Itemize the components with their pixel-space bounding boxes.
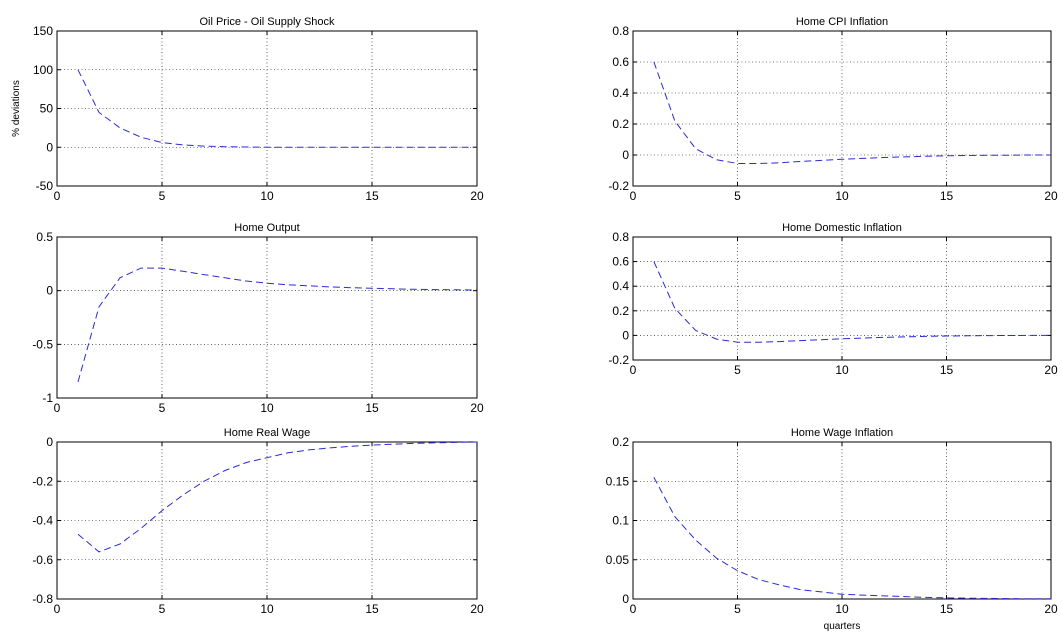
series-line: [653, 61, 1051, 164]
subplot-5: 0 5 10 15 20 -0.8 -0.6 -0.4 -0.2 0 Home Real Wage: [32, 427, 484, 616]
grid: [633, 237, 1051, 360]
x-tick-label: 15: [940, 363, 954, 377]
x-tick-label: 15: [365, 602, 379, 616]
y-tick-label: 0.1: [612, 514, 629, 528]
y-tick-label: -0.2: [608, 179, 629, 193]
x-tick-label: 15: [365, 401, 379, 415]
grid: [57, 442, 477, 599]
y-tick-label: -0.2: [32, 474, 53, 488]
x-tick-label: 20: [470, 602, 484, 616]
chart-title: Home Domestic Inflation: [782, 222, 902, 234]
y-tick-label: -0.5: [32, 337, 53, 351]
grid: [57, 237, 477, 398]
x-tick-label: 10: [260, 189, 274, 203]
y-tick-label: 0: [622, 148, 629, 162]
x-tick-label: 20: [470, 189, 484, 203]
x-tick-label: 10: [835, 363, 849, 377]
series-line: [653, 477, 1051, 600]
x-tick-label: 0: [630, 189, 637, 203]
x-tick-label: 0: [54, 602, 61, 616]
plot-area: [633, 442, 1051, 599]
y-tick-label: 0.05: [606, 553, 630, 567]
x-tick-label: 20: [1044, 363, 1058, 377]
chart-title: Home Real Wage: [224, 427, 310, 439]
y-tick-label: 0: [46, 435, 53, 449]
x-tick-label: 15: [365, 189, 379, 203]
x-tick-label: 15: [940, 189, 954, 203]
chart-title: Home Output: [234, 222, 299, 234]
x-axis-label: quarters: [824, 621, 861, 632]
x-tick-label: 0: [54, 401, 61, 415]
y-tick-label: 0: [622, 592, 629, 606]
series-line: [77, 267, 478, 383]
y-tick-label: 100: [33, 63, 53, 77]
x-tick-label: 5: [159, 189, 166, 203]
x-tick-label: 10: [835, 602, 849, 616]
chart-title: Home Wage Inflation: [791, 427, 893, 439]
x-tick-label: 5: [159, 602, 166, 616]
chart-title: Oil Price - Oil Supply Shock: [199, 16, 335, 28]
x-tick-label: 20: [1044, 189, 1058, 203]
x-tick-label: 5: [734, 363, 741, 377]
y-tick-label: -0.6: [32, 553, 53, 567]
x-tick-label: 5: [734, 189, 741, 203]
y-tick-label: -0.8: [32, 592, 53, 606]
subplot-3: 0 5 10 15 20 -1 -0.5 0 0.5 Home Output: [32, 222, 484, 415]
x-tick-label: 20: [1044, 602, 1058, 616]
x-tick-label: 20: [470, 401, 484, 415]
y-tick-label: -0.4: [32, 514, 53, 528]
series-line: [77, 441, 478, 553]
y-tick-label: 0.8: [612, 24, 629, 38]
y-tick-label: 0.6: [612, 55, 629, 69]
y-tick-label: 0.5: [36, 230, 53, 244]
x-tick-label: 10: [835, 189, 849, 203]
y-axis-label: % deviations: [11, 80, 22, 137]
x-tick-label: 0: [54, 189, 61, 203]
y-tick-label: 0.4: [612, 86, 629, 100]
y-tick-label: 0: [622, 328, 629, 342]
x-tick-label: 0: [630, 363, 637, 377]
y-tick-label: -50: [36, 179, 54, 193]
y-tick-label: 0.2: [612, 117, 629, 131]
y-tick-label: 0: [46, 140, 53, 154]
x-tick-label: 10: [260, 602, 274, 616]
y-tick-label: 0.4: [612, 279, 629, 293]
y-tick-label: 0.8: [612, 230, 629, 244]
y-tick-label: 0.2: [612, 435, 629, 449]
y-tick-label: 0: [46, 284, 53, 298]
series-line: [77, 69, 477, 148]
x-tick-label: 5: [734, 602, 741, 616]
y-tick-label: 0.6: [612, 255, 629, 269]
grid: [633, 31, 1051, 186]
subplot-6: 0 5 10 15 20 0 0.05 0.1 0.15 0.2 Home Wage Inflati…: [606, 427, 1058, 632]
y-tick-label: -0.2: [608, 353, 629, 367]
y-tick-label: 50: [40, 102, 54, 116]
y-tick-label: 150: [33, 24, 53, 38]
y-tick-label: 0.2: [612, 304, 629, 318]
y-tick-label: 0.15: [606, 474, 630, 488]
x-tick-label: 10: [260, 401, 274, 415]
y-tick-label: -1: [42, 391, 53, 405]
x-tick-label: 0: [630, 602, 637, 616]
x-tick-label: 15: [940, 602, 954, 616]
x-tick-label: 5: [159, 401, 166, 415]
chart-title: Home CPI Inflation: [796, 16, 888, 28]
